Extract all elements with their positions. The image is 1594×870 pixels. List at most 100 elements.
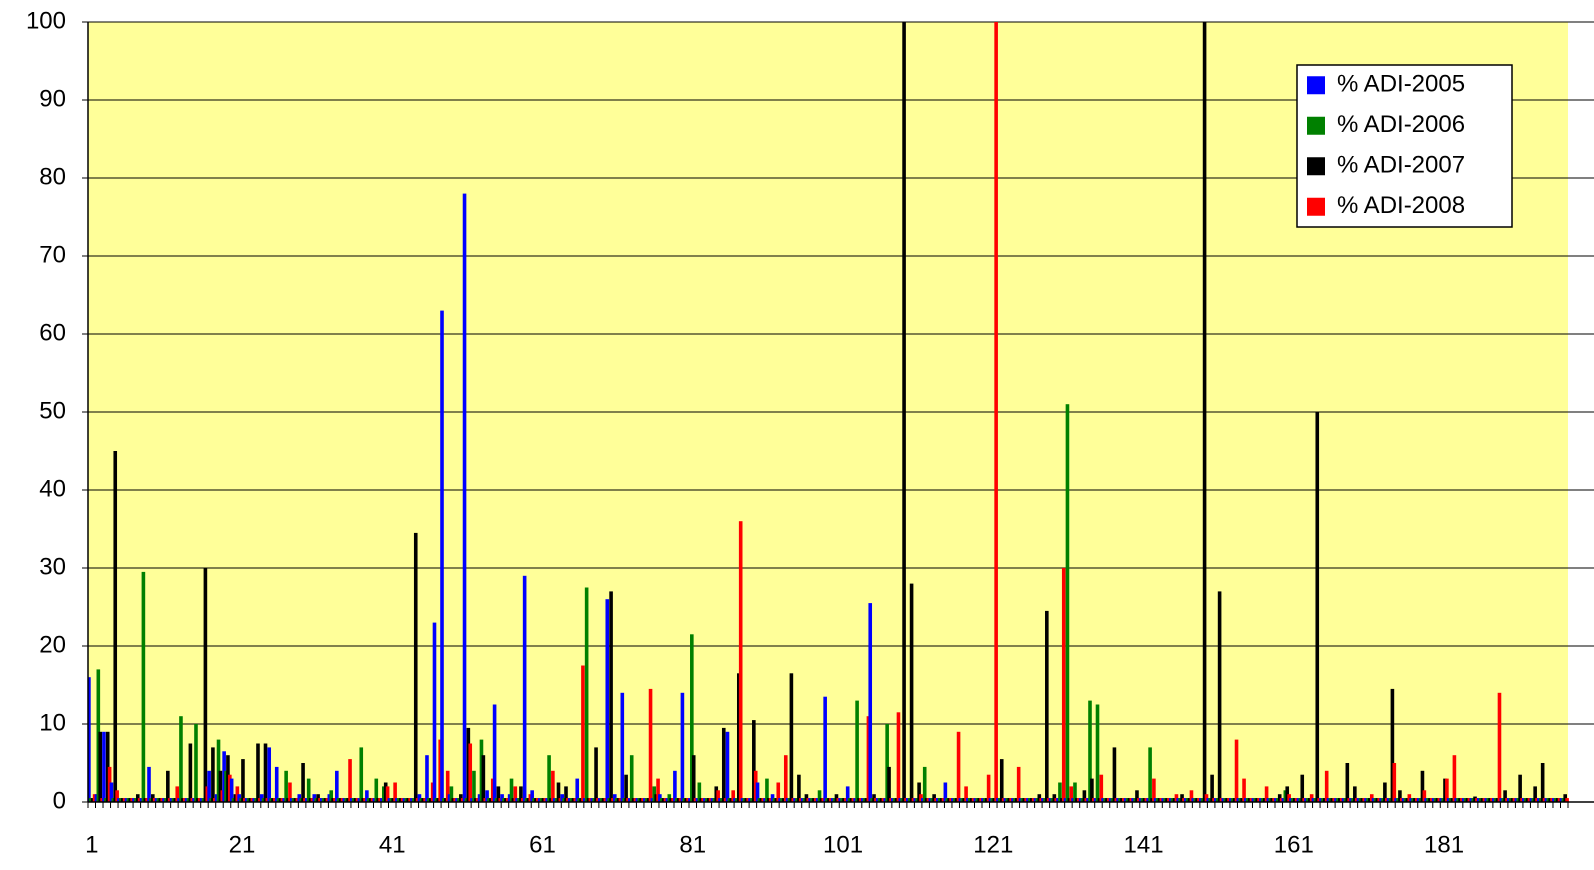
bar: [1416, 798, 1421, 802]
bar: [1435, 798, 1440, 802]
bar: [1138, 798, 1143, 802]
bar: [1242, 778, 1246, 802]
bar: [913, 798, 918, 802]
bar: [992, 798, 997, 802]
bar: [885, 724, 889, 802]
bar: [1324, 770, 1329, 802]
bar: [216, 739, 221, 802]
bar: [1401, 798, 1406, 802]
bar: [511, 798, 516, 802]
bar: [389, 798, 394, 802]
bar: [727, 798, 732, 802]
bar: [412, 798, 416, 802]
bar: [1069, 786, 1074, 802]
bar: [864, 798, 869, 802]
bar: [1542, 798, 1547, 802]
bar: [1326, 798, 1331, 802]
bar: [477, 794, 482, 802]
bar: [366, 798, 371, 802]
bar: [952, 798, 957, 802]
bar: [1356, 798, 1361, 802]
bar: [579, 798, 583, 802]
bar: [316, 794, 320, 802]
bar: [199, 798, 204, 802]
bar: [1146, 798, 1150, 802]
bar: [939, 798, 944, 802]
bar: [900, 798, 904, 802]
bar: [1090, 778, 1094, 802]
bar: [1266, 798, 1271, 802]
bar: [748, 798, 752, 802]
bar: [1550, 798, 1554, 802]
bar: [468, 743, 473, 802]
bar: [410, 798, 414, 802]
bar: [474, 798, 478, 802]
bar: [500, 794, 504, 802]
bar: [342, 798, 347, 802]
bar: [1306, 798, 1310, 802]
bar: [1152, 778, 1156, 802]
bar: [502, 798, 506, 802]
y-tick-label: 10: [39, 709, 66, 736]
bar: [1123, 798, 1128, 802]
bar: [905, 798, 910, 802]
bar: [1478, 798, 1483, 802]
bar: [312, 794, 317, 802]
bar: [1520, 798, 1524, 802]
bar: [742, 798, 747, 802]
bar: [1424, 798, 1428, 802]
bar: [211, 747, 215, 802]
bar: [956, 731, 961, 802]
bar: [382, 786, 386, 802]
bar: [428, 798, 433, 802]
bar: [1441, 798, 1445, 802]
bar: [618, 798, 623, 802]
bar: [102, 731, 106, 802]
bar: [735, 798, 739, 802]
bar: [1028, 798, 1032, 802]
bar: [522, 575, 527, 802]
bar: [847, 798, 852, 802]
bar: [740, 798, 745, 802]
y-tick-label: 30: [39, 553, 66, 580]
bar: [778, 798, 782, 802]
bar: [1182, 798, 1186, 802]
bar: [1321, 798, 1325, 802]
bar: [631, 798, 636, 802]
bar: [1150, 798, 1154, 802]
bar: [1110, 798, 1115, 802]
bar: [1529, 798, 1534, 802]
bar: [470, 798, 474, 802]
bar: [475, 798, 480, 802]
bar: [278, 798, 283, 802]
bar: [310, 798, 315, 802]
bar: [487, 798, 491, 802]
x-tick-label: 21: [229, 831, 256, 858]
bar: [688, 798, 692, 802]
bar: [436, 798, 441, 802]
bar: [233, 794, 238, 802]
bar: [1251, 798, 1256, 802]
bar: [774, 798, 779, 802]
bar: [1379, 798, 1383, 802]
bar: [120, 798, 125, 802]
bar: [188, 743, 193, 802]
bar: [156, 798, 161, 802]
bar: [887, 766, 891, 802]
y-tick-label: 40: [39, 475, 66, 502]
bar: [729, 798, 734, 802]
bar: [1353, 786, 1357, 802]
bar: [246, 798, 251, 802]
bar: [832, 798, 837, 802]
bar: [973, 798, 978, 802]
legend-swatch: [1307, 197, 1325, 216]
bar: [1415, 798, 1419, 802]
bar: [1523, 798, 1528, 802]
bar: [721, 727, 726, 802]
bar: [1328, 798, 1333, 802]
bar: [616, 798, 621, 802]
bar: [663, 798, 668, 802]
bar: [229, 778, 234, 802]
bar: [265, 798, 270, 802]
bar: [1255, 798, 1259, 802]
